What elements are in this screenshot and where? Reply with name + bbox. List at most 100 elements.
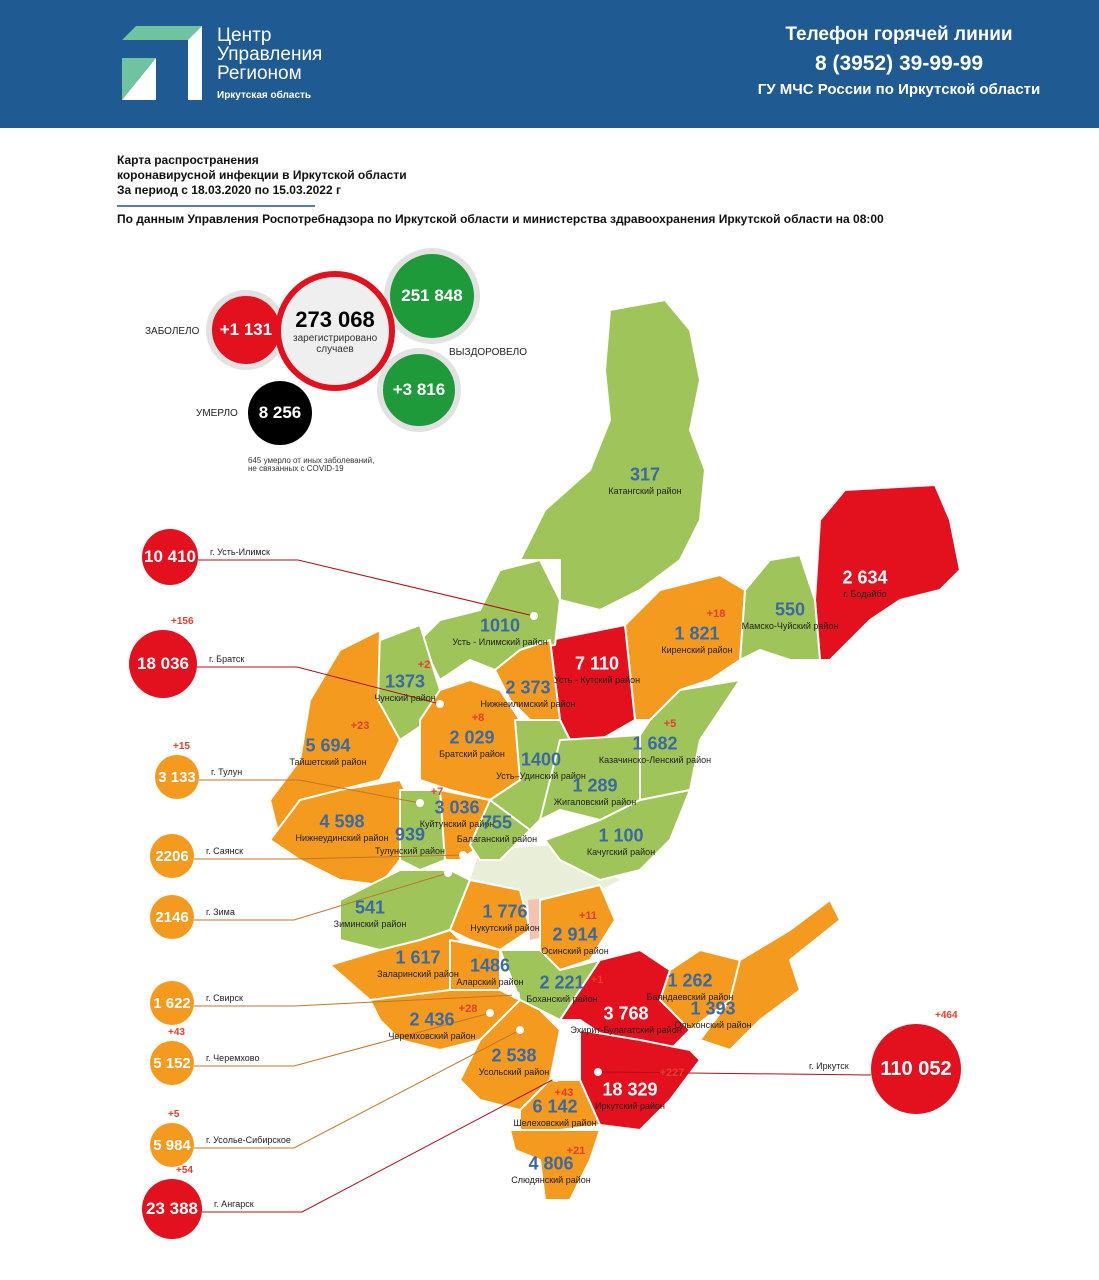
city-value: 3 133 xyxy=(158,768,196,786)
died-circle: 8 256 xyxy=(248,381,312,445)
region-shape[interactable] xyxy=(399,789,446,871)
city-circle[interactable]: 18 036 xyxy=(129,630,197,698)
region-value: 7 110 xyxy=(574,653,620,674)
logo-line: Центр xyxy=(217,25,272,46)
region-name: Черемховский район xyxy=(388,1031,476,1041)
region-shape[interactable] xyxy=(699,899,841,1051)
region-delta: +227 xyxy=(659,1067,685,1079)
city-value: 5 152 xyxy=(153,1054,191,1072)
region-name: Нукутский район xyxy=(470,923,540,933)
city-leader-line xyxy=(202,1077,557,1213)
region-delta: +11 xyxy=(578,910,598,922)
region-delta: +2 xyxy=(417,659,431,671)
city-delta: +156 xyxy=(171,616,194,627)
city-marker[interactable] xyxy=(436,700,444,708)
city-delta: +43 xyxy=(168,1027,185,1038)
region-name: Братский район xyxy=(439,749,505,759)
region-shape[interactable] xyxy=(814,484,961,661)
region-name: Слюдянский район xyxy=(511,1175,591,1185)
region-delta: +7 xyxy=(430,786,444,798)
city-circle[interactable]: 110 052 xyxy=(871,1024,961,1114)
city-marker[interactable] xyxy=(512,991,520,999)
city-circle[interactable]: 5 152 xyxy=(150,1041,194,1085)
region-value: 5 694 xyxy=(305,735,351,756)
city-circle[interactable]: 5 984 xyxy=(150,1123,194,1167)
region-value: 2 436 xyxy=(409,1009,455,1030)
city-marker[interactable] xyxy=(444,869,452,877)
city-circle[interactable]: 10 410 xyxy=(142,529,198,585)
hotline-phone: 8 (3952) 39-99-99 xyxy=(814,52,984,75)
city-leader-line xyxy=(197,666,441,705)
city-marker[interactable] xyxy=(416,799,424,807)
region-value: 550 xyxy=(774,599,806,620)
region-name: Тайшетский район xyxy=(289,757,367,767)
city-delta: +464 xyxy=(935,1010,958,1021)
city-marker[interactable] xyxy=(530,612,538,620)
city-leader-line xyxy=(194,994,517,1007)
region-shape[interactable] xyxy=(739,554,821,661)
city-circle[interactable]: 1 622 xyxy=(150,981,194,1025)
region-name: Балаганский район xyxy=(456,834,538,844)
city-circle[interactable]: 2146 xyxy=(150,895,194,939)
city-marker[interactable] xyxy=(594,1068,602,1076)
region-name: Тулунский район xyxy=(374,846,446,856)
city-marker[interactable] xyxy=(486,1009,494,1017)
city-value: 110 052 xyxy=(880,1057,952,1080)
title-period: За период с 18.03.2020 по 15.03.2022 г xyxy=(117,183,341,197)
city-name: г. Усолье-Сибирское xyxy=(206,1135,291,1145)
region-name: Куйтунский район xyxy=(419,819,495,829)
data-source: По данным Управления Роспотребнадзора по… xyxy=(117,212,884,226)
city-name: г. Саянск xyxy=(206,846,244,856)
sick-label: ЗАБОЛЕЛО xyxy=(145,326,200,337)
city-circle[interactable]: 23 388 xyxy=(142,1179,202,1239)
city-marker[interactable] xyxy=(516,1026,524,1034)
city-leader-line xyxy=(198,559,535,617)
city-name: г. Зима xyxy=(206,907,235,917)
region-shape[interactable] xyxy=(624,574,746,721)
city-name: г. Черемхово xyxy=(206,1053,260,1063)
city-name: г. Ангарск xyxy=(214,1199,254,1209)
city-circle[interactable]: 2206 xyxy=(150,834,194,878)
region-name: Ольхонский район xyxy=(674,1020,752,1030)
region-value: 2 914 xyxy=(552,924,598,945)
city-marker[interactable] xyxy=(552,1074,560,1082)
region-shape[interactable] xyxy=(519,299,706,611)
divider xyxy=(117,205,315,207)
region-value: 1 262 xyxy=(667,970,713,991)
city-value: 23 388 xyxy=(146,1199,198,1218)
hotline-title: Телефон горячей линии xyxy=(785,24,1013,45)
region-name: Усть - Кутский район xyxy=(553,675,641,685)
region-name: Катангский район xyxy=(608,486,682,496)
header: Центр Управления Регионом Иркутская обла… xyxy=(0,0,1099,128)
region-shape[interactable] xyxy=(509,1129,601,1201)
region-shape[interactable] xyxy=(544,789,691,881)
region-name: Баяндаевский район xyxy=(646,992,734,1002)
city-circle[interactable]: 3 133 xyxy=(155,755,199,799)
hotline: Телефон горячей линии 8 (3952) 39-99-99 … xyxy=(749,24,1049,98)
region-name: Шелеховский район xyxy=(513,1118,597,1128)
region-name: Казачинско-Ленский район xyxy=(598,755,712,765)
logo-line: Регионом xyxy=(217,63,302,84)
total-caption: зарегистрировано случаев xyxy=(293,333,378,355)
total-circle: 273 068 зарегистрировано случаев xyxy=(275,271,395,391)
region-value: 1 776 xyxy=(482,901,528,922)
region-shape[interactable] xyxy=(469,799,531,861)
region-name: Зиминский район xyxy=(333,919,407,929)
logo-text: Центр Управления Регионом xyxy=(217,26,322,83)
city-name: г. Свирск xyxy=(206,993,243,1003)
region-name: г. Бодайбо xyxy=(843,589,887,599)
region-name: Заларинский район xyxy=(377,969,459,979)
region-shape[interactable] xyxy=(419,559,561,681)
died-note: 645 умерло от иных заболеваний, не связа… xyxy=(248,456,375,473)
region-name: Качугский район xyxy=(586,847,656,857)
recovered-total-circle: 251 848 xyxy=(384,248,480,344)
city-leader-line xyxy=(194,872,449,921)
city-delta: +54 xyxy=(176,1165,193,1176)
region-value: 1373 xyxy=(384,671,426,692)
region-value: 2 029 xyxy=(449,727,495,748)
logo-line: Управления xyxy=(217,44,323,65)
region-value: 1 617 xyxy=(395,947,441,968)
region-value: 755 xyxy=(481,812,513,833)
city-marker[interactable] xyxy=(459,851,467,859)
city-value: 10 410 xyxy=(144,547,196,566)
